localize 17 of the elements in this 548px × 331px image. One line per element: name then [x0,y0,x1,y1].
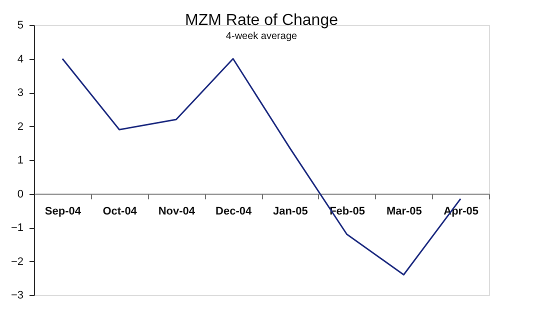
chart-title: MZM Rate of Change [185,12,338,29]
y-tick-label: −2 [10,256,24,268]
y-tick-label: −1 [10,222,24,234]
y-tick-label: −3 [10,290,24,302]
x-tick-label: Sep-04 [44,205,82,218]
x-tick-label: Oct-04 [102,205,138,218]
y-tick-label: 2 [17,120,24,133]
y-tick-label: 1 [17,154,24,166]
y-tick-label: 0 [17,188,24,200]
y-tick-label: 3 [17,87,24,99]
text: 4-week average [226,31,298,42]
x-tick-label: Jan-05 [273,205,308,218]
x-tick-label: Dec-04 [216,205,252,218]
x-tick-label: Nov-04 [158,205,196,218]
y-tick-label: 4 [17,53,24,66]
x-tick-label: Mar-05 [386,205,422,218]
y-tick-label: 5 [17,20,24,32]
